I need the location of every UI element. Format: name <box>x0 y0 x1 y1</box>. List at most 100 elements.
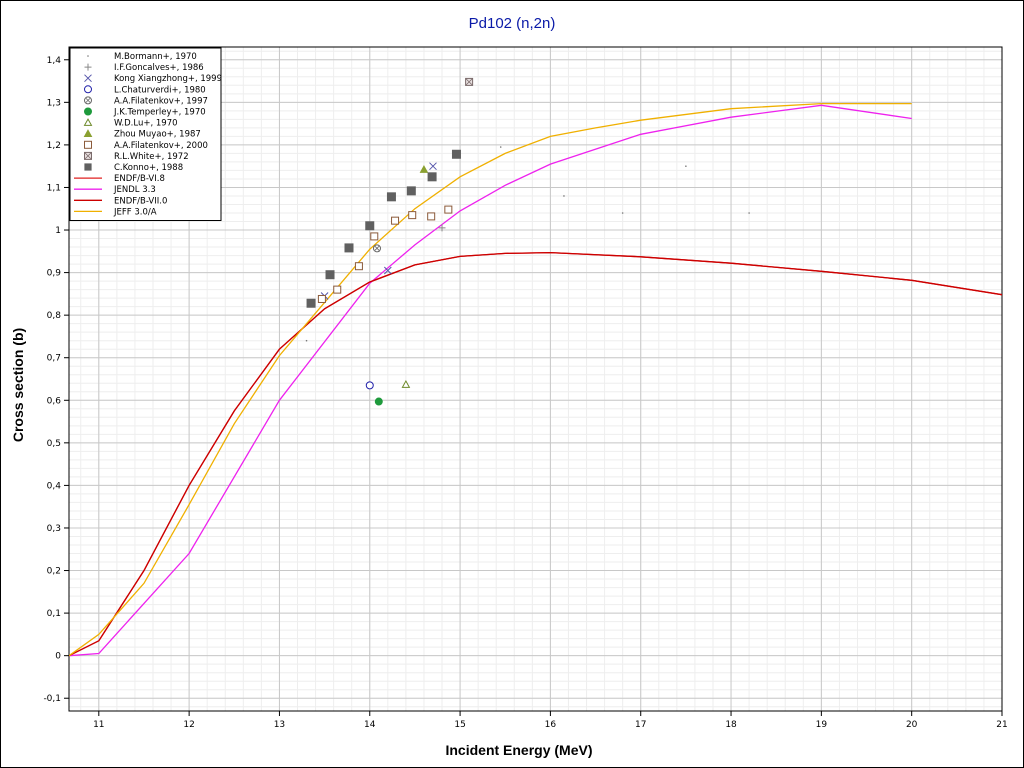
plot-area <box>69 47 1002 711</box>
y-tick-label: 0 <box>55 652 61 662</box>
legend-label: C.Konno+, 1988 <box>114 163 183 173</box>
legend-item-a-a-filatenkov-1997: A.A.Filatenkov+, 1997 <box>84 96 208 106</box>
y-tick-label: 1,1 <box>47 183 61 193</box>
x-tick-label: 14 <box>364 720 376 730</box>
legend-label: A.A.Filatenkov+, 1997 <box>114 96 208 106</box>
legend-item-j-k-temperley-1970: J.K.Temperley+, 1970 <box>84 107 206 118</box>
data-point-c-konno-1988 <box>344 243 354 253</box>
y-tick-label: 0,1 <box>47 609 61 619</box>
y-tick-label: 0,6 <box>47 396 62 406</box>
legend-item-jendl-3-3: JENDL 3.3 <box>74 185 156 195</box>
legend-item-m-bormann-1970: M.Bormann+, 1970 <box>87 52 197 62</box>
data-point-m-bormann-1970 <box>563 195 565 197</box>
legend-item-endf-b-vii-0: ENDF/B-VII.0 <box>74 196 167 206</box>
legend-item-kong-xiangzhong-1999: Kong Xiangzhong+, 1999 <box>84 74 222 84</box>
legend-label: M.Bormann+, 1970 <box>114 52 197 62</box>
x-tick-label: 12 <box>183 720 194 730</box>
x-tick-label: 18 <box>725 720 737 730</box>
legend-label: Kong Xiangzhong+, 1999 <box>114 74 222 84</box>
y-tick-label: 1,2 <box>47 141 61 151</box>
data-point-m-bormann-1970 <box>748 212 750 214</box>
data-point-c-konno-1988 <box>365 221 375 231</box>
series-line-endf-b-vii-0 <box>69 251 1002 657</box>
data-point-a-a-filatenkov-2000 <box>370 232 379 241</box>
legend-marker <box>84 63 92 71</box>
legend-marker <box>84 140 92 149</box>
x-tick-label: 20 <box>906 720 918 730</box>
legend-label: JENDL 3.3 <box>113 185 156 195</box>
y-axis-title: Cross section (b) <box>10 328 26 442</box>
legend-label: R.L.White+, 1972 <box>114 152 189 162</box>
legend-item-r-l-white-1972: R.L.White+, 1972 <box>84 151 189 162</box>
legend-marker <box>84 96 92 105</box>
y-tick-label: 0,9 <box>47 269 62 279</box>
y-tick-label: 0,3 <box>47 524 61 534</box>
data-point-a-a-filatenkov-1997 <box>372 244 381 253</box>
data-point-c-konno-1988 <box>406 186 416 196</box>
data-point-m-bormann-1970 <box>305 339 308 342</box>
legend-marker <box>84 74 92 83</box>
legend-marker <box>83 129 93 137</box>
x-tick-label: 19 <box>816 720 828 730</box>
axis-ticks: 11 12 13 14 15 16 17 18 19 20 21 -0,1 0 0,1 0,2 0,3 0,4 0… <box>43 56 1007 730</box>
y-tick-label: 1,4 <box>47 56 62 66</box>
data-point-kong-xiangzhong-1999 <box>383 266 392 275</box>
legend-marker <box>87 55 89 57</box>
data-point-a-a-filatenkov-2000 <box>333 285 342 294</box>
series-points <box>305 77 750 406</box>
data-point-j-k-temperley-1970 <box>374 397 383 406</box>
data-point-zhou-muyao-1987 <box>419 165 429 173</box>
x-tick-label: 17 <box>635 720 646 730</box>
legend-label: JEFF 3.0/A <box>113 207 157 217</box>
legend-label: ENDF/B-VI.8 <box>114 174 165 184</box>
data-point-a-a-filatenkov-2000 <box>391 216 400 225</box>
data-point-m-bormann-1970 <box>621 212 624 214</box>
legend-marker <box>84 151 92 160</box>
legend-box <box>69 47 222 221</box>
x-axis-title: Incident Energy (MeV) <box>445 742 592 758</box>
legend-marker <box>83 118 93 126</box>
y-tick-label: 0,2 <box>47 567 61 577</box>
x-tick-label: 15 <box>454 720 465 730</box>
data-point-kong-xiangzhong-1999 <box>429 162 437 171</box>
x-tick-label: 13 <box>274 720 285 730</box>
series-line-jendl-3-3 <box>69 104 912 657</box>
chart-title: Pd102 (n,2n) <box>469 15 556 32</box>
legend-item-zhou-muyao-1987: Zhou Muyao+, 1987 <box>83 129 201 140</box>
y-tick-label: 0,8 <box>47 311 62 321</box>
data-point-r-l-white-1972 <box>465 77 474 86</box>
series-line-jeff-3-0-a <box>69 102 912 657</box>
legend-label: Zhou Muyao+, 1987 <box>114 130 201 140</box>
series-lines <box>69 102 1002 657</box>
legend-label: I.F.Goncalves+, 1986 <box>114 63 204 73</box>
legend-item-endf-b-vi-8: ENDF/B-VI.8 <box>74 174 165 184</box>
y-tick-label: 0,5 <box>47 439 61 449</box>
data-point-a-a-filatenkov-2000 <box>427 212 436 221</box>
data-point-a-a-filatenkov-2000 <box>444 205 453 214</box>
data-point-m-bormann-1970 <box>499 146 502 148</box>
data-point-a-a-filatenkov-2000 <box>354 262 363 271</box>
data-point-w-d-lu-1970 <box>401 380 411 388</box>
legend-item-c-konno-1988: C.Konno+, 1988 <box>84 163 183 173</box>
legend-item-i-f-goncalves-1986: I.F.Goncalves+, 1986 <box>84 63 204 73</box>
legend-marker <box>84 85 92 94</box>
data-point-c-konno-1988 <box>451 149 461 159</box>
legend-label: A.A.Filatenkov+, 2000 <box>114 141 208 151</box>
data-point-l-chaturverdi-1980 <box>365 381 374 390</box>
data-point-c-konno-1988 <box>427 172 437 182</box>
legend-item-w-d-lu-1970: W.D.Lu+, 1970 <box>83 118 178 129</box>
legend-label: L.Chaturverdi+, 1980 <box>114 85 206 95</box>
data-point-c-konno-1988 <box>386 192 396 202</box>
data-point-i-f-goncalves-1986 <box>438 224 446 232</box>
legend-item-a-a-filatenkov-2000: A.A.Filatenkov+, 2000 <box>84 140 208 151</box>
y-tick-label: 0,7 <box>47 354 61 364</box>
y-tick-label: 1 <box>55 226 61 236</box>
data-point-c-konno-1988 <box>306 298 316 308</box>
legend-label: W.D.Lu+, 1970 <box>114 119 178 129</box>
x-tick-label: 11 <box>93 720 104 730</box>
legend-marker <box>84 163 92 171</box>
legend-marker <box>84 107 92 116</box>
legend-label: ENDF/B-VII.0 <box>114 196 167 206</box>
